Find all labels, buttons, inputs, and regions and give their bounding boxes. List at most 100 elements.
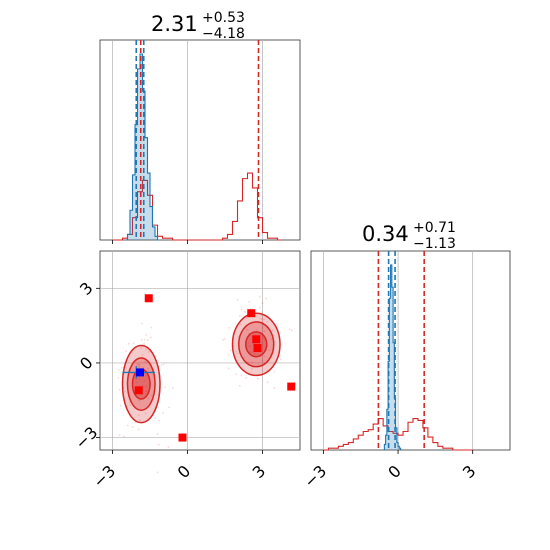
joint-sample-1-80 [243, 356, 245, 359]
joint-sample-1-36 [249, 351, 252, 353]
joint-sample-0-9 [144, 390, 147, 393]
joint-sample-0-28 [162, 412, 165, 415]
joint-sample-0-37 [140, 346, 143, 349]
joint-sample-0-69 [138, 366, 141, 369]
joint-sample-1-69 [239, 323, 242, 326]
joint-sample-0-72 [164, 386, 166, 389]
joint-sample-0-73 [117, 368, 120, 371]
marg1-frame [99, 39, 301, 241]
joint-sample-1-38 [288, 328, 291, 331]
joint-sample-0-82 [140, 339, 143, 341]
joint-sample-1-70 [254, 333, 256, 336]
joint-sample-1-20 [247, 341, 250, 344]
marg1-blue-hist [125, 53, 160, 241]
joint-sample-0-1 [138, 365, 141, 368]
joint-sample-0-65 [117, 376, 120, 379]
joint-sample-0-34 [137, 428, 140, 431]
joint-sample-0-17 [156, 471, 159, 474]
joint-sample-0-54 [127, 342, 130, 345]
joint-sample-1-0 [238, 384, 241, 387]
joint-sample-1-53 [240, 308, 243, 311]
joint-sample-1-65 [248, 301, 251, 303]
joint-sample-0-26 [129, 404, 132, 406]
marg2-blue-hist [383, 264, 402, 450]
joint-sample-1-24 [258, 306, 261, 309]
joint-sample-1-3 [261, 318, 263, 321]
joint-sample-0-20 [126, 424, 129, 427]
joint-sample-1-21 [254, 352, 257, 355]
joint-sample-0-40 [145, 385, 148, 388]
joint-sample-0-76 [147, 397, 150, 400]
joint-sample-1-49 [261, 326, 264, 329]
joint-sample-1-54 [270, 338, 273, 341]
joint-sample-0-83 [146, 376, 148, 379]
title-param-2: 0.34 +0.71 −1.13 [362, 220, 456, 252]
joint-sample-1-72 [263, 330, 266, 333]
marg1-red-hist [112, 172, 283, 241]
joint-sample-1-55 [263, 355, 266, 358]
joint-sample-0-8 [167, 446, 170, 448]
joint-sample-0-22 [140, 322, 143, 325]
joint-sample-1-10 [276, 324, 279, 327]
joint-sample-1-5 [250, 351, 253, 354]
joint-sample-0-89 [160, 364, 163, 366]
joint-panel: −3 0 3 −3 0 3 [71, 250, 301, 492]
joint-sample-1-41 [249, 345, 252, 348]
joint-sample-0-39 [143, 380, 146, 382]
joint-sample-1-60 [245, 376, 248, 379]
title-1-plus: +0.53 [202, 10, 245, 26]
joint-sample-1-23 [266, 320, 269, 323]
joint-sample-1-88 [261, 359, 264, 362]
joint-sample-1-43 [255, 328, 258, 331]
joint-sample-0-29 [136, 365, 139, 368]
joint-sample-0-87 [150, 394, 153, 397]
joint-sample-0-63 [158, 419, 160, 422]
joint-sample-1-40 [246, 328, 249, 331]
joint-sample-0-35 [118, 388, 121, 391]
joint-sample-1-31 [251, 361, 253, 364]
joint-sample-0-50 [125, 350, 128, 353]
marg2-xtick-label-1: 0 [384, 461, 405, 482]
joint-sample-1-29 [227, 367, 230, 370]
title-1-minus: −4.18 [202, 26, 245, 42]
joint-sample-0-2 [168, 406, 171, 409]
joint-sample-1-83 [259, 317, 262, 320]
marg2-red-hist [323, 417, 473, 451]
joint-sample-1-87 [240, 374, 243, 377]
joint-sample-0-57 [135, 381, 138, 384]
title-2-minus: −1.13 [413, 236, 456, 252]
joint-sample-0-59 [120, 366, 123, 369]
joint-sample-1-78 [223, 337, 226, 340]
joint-red-marker-3 [287, 382, 296, 391]
joint-sample-1-34 [227, 326, 230, 329]
joint-sample-1-13 [271, 329, 274, 332]
joint-sample-1-42 [263, 318, 266, 321]
joint-sample-1-82 [261, 311, 263, 314]
joint-sample-1-79 [251, 367, 253, 370]
joint-sample-1-33 [279, 358, 282, 361]
joint-sample-0-30 [150, 336, 152, 339]
joint-sample-0-43 [119, 404, 122, 407]
joint-red-marker-2 [178, 433, 187, 442]
joint-sample-1-58 [266, 381, 269, 384]
joint-sample-0-79 [131, 425, 134, 428]
joint-sample-1-75 [222, 338, 225, 341]
joint-sample-0-16 [132, 342, 135, 345]
joint-sample-0-53 [135, 378, 138, 380]
joint-sample-0-18 [136, 363, 138, 366]
joint-blue-marker [136, 368, 144, 377]
title-1-value: 2.31 [151, 12, 198, 36]
joint-sample-0-4 [144, 412, 147, 415]
joint-sample-0-60 [146, 339, 149, 341]
joint-sample-0-71 [122, 435, 125, 438]
joint-sample-0-75 [134, 421, 137, 424]
joint-xtick-label-1: 0 [174, 461, 195, 482]
joint-frame [99, 250, 301, 451]
joint-xtick-label-2: 3 [249, 461, 270, 482]
joint-red-marker-5 [252, 335, 261, 344]
joint-sample-0-66 [128, 401, 131, 404]
joint-sample-0-12 [172, 386, 174, 389]
joint-sample-0-67 [138, 414, 140, 417]
joint-sample-1-27 [227, 353, 230, 356]
joint-sample-0-25 [137, 363, 140, 366]
